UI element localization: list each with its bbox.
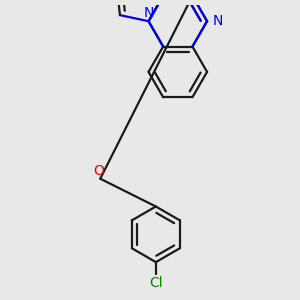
Text: N: N <box>212 14 223 28</box>
Text: Cl: Cl <box>149 276 163 290</box>
Text: O: O <box>94 164 104 178</box>
Text: N: N <box>143 6 154 20</box>
